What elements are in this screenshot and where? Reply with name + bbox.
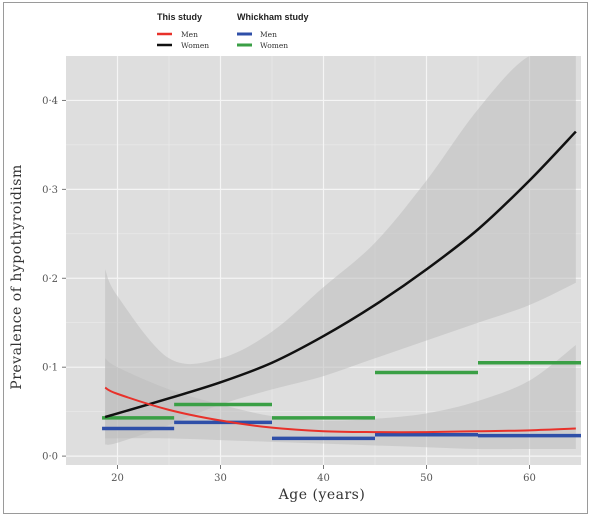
y-tick-label: 0·1 xyxy=(42,363,58,374)
y-tick-label: 0·3 xyxy=(42,185,58,196)
y-tick-label: 0·0 xyxy=(42,452,58,463)
y-tick-label: 0·4 xyxy=(42,96,58,107)
legend-group-whickham-study: Whickham study xyxy=(237,12,309,22)
legend-label-this-women: Women xyxy=(181,41,209,50)
x-tick-label: 20 xyxy=(111,473,124,484)
legend-label-whickham-women: Women xyxy=(260,41,288,50)
legend-label-whickham-men: Men xyxy=(260,30,277,39)
y-axis-title: Prevalence of hypothyroidism xyxy=(9,164,25,389)
x-tick-label: 60 xyxy=(523,473,536,484)
legend-label-this-men: Men xyxy=(181,30,198,39)
axis-ticks: 20 30 40 50 60 0·0 0·1 0·2 0·3 0·4 xyxy=(42,96,536,484)
x-tick-label: 30 xyxy=(214,473,227,484)
this-women-line xyxy=(104,130,577,419)
legend-group-this-study: This study xyxy=(157,12,202,22)
x-tick-label: 50 xyxy=(420,473,433,484)
this-men-line xyxy=(104,386,576,434)
legend: This study Men Women Whickham study Men … xyxy=(157,12,309,50)
x-tick-label: 40 xyxy=(317,473,330,484)
series-lines xyxy=(102,130,581,441)
x-axis-title: Age (years) xyxy=(278,487,366,503)
y-tick-label: 0·2 xyxy=(42,274,58,285)
this-women-ci-band xyxy=(105,56,576,445)
